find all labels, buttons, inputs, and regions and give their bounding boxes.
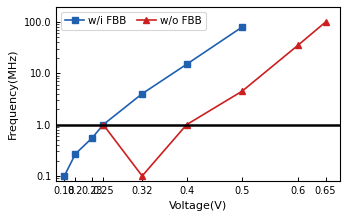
w/i FBB <box>184 63 189 66</box>
w/o FBB <box>184 123 189 126</box>
w/i FBB <box>62 175 66 177</box>
Legend: w/i FBB, w/o FBB: w/i FBB, w/o FBB <box>61 12 206 30</box>
X-axis label: Voltage(V): Voltage(V) <box>169 201 227 211</box>
w/o FBB <box>323 21 328 23</box>
w/i FBB <box>74 153 78 155</box>
w/i FBB <box>140 92 144 95</box>
w/i FBB <box>101 123 105 126</box>
w/i FBB <box>90 137 94 139</box>
w/o FBB <box>140 175 144 177</box>
Line: w/i FBB: w/i FBB <box>62 24 245 179</box>
w/o FBB <box>240 90 244 92</box>
Y-axis label: Frequency(MHz): Frequency(MHz) <box>8 48 18 139</box>
w/o FBB <box>101 123 105 126</box>
w/i FBB <box>240 26 244 28</box>
w/o FBB <box>296 44 300 47</box>
Line: w/o FBB: w/o FBB <box>100 19 329 179</box>
